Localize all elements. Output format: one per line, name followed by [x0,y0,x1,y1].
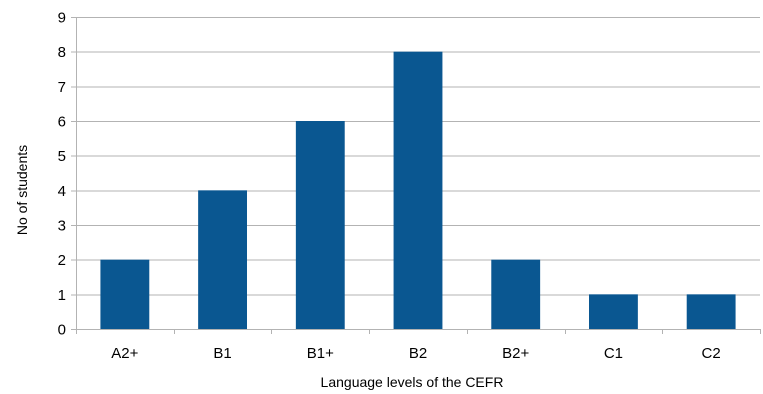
bar-C2 [686,294,736,329]
x-tick-label-B1: B1 [213,345,231,362]
y-tick-label-2: 2 [58,252,66,269]
axes [71,17,761,334]
bar-B2 [393,51,443,330]
bar-A2+ [100,259,150,329]
x-tick-labels: A2+ B1 B1+ B2 B2+ C1 C2 [111,345,720,362]
x-tick-label-B2+: B2+ [502,345,529,362]
y-tick-label-3: 3 [58,218,66,235]
y-tick-labels: 0 1 2 3 4 5 6 7 8 9 [58,10,66,339]
x-tick-label-C2: C2 [702,345,721,362]
y-tick-label-0: 0 [58,322,66,339]
bar-B1+ [295,121,345,329]
y-tick-label-8: 8 [58,44,66,61]
y-tick-label-4: 4 [58,183,66,200]
bar-B2+ [491,259,541,329]
x-tick-label-A2+: A2+ [111,345,138,362]
y-tick-label-1: 1 [58,287,66,304]
y-tick-label-7: 7 [58,79,66,96]
y-axis-title: No of students [14,145,30,235]
x-tick-label-B1+: B1+ [307,345,334,362]
y-tick-label-9: 9 [58,10,66,27]
bar-C1 [589,294,638,329]
bars [100,51,736,330]
x-axis-title: Language levels of the CEFR [321,374,504,390]
x-tick-label-C1: C1 [604,345,623,362]
bar-B1 [198,190,247,329]
y-tick-label-5: 5 [58,148,66,165]
x-tick-label-B2: B2 [409,345,427,362]
y-tick-label-6: 6 [58,114,66,131]
